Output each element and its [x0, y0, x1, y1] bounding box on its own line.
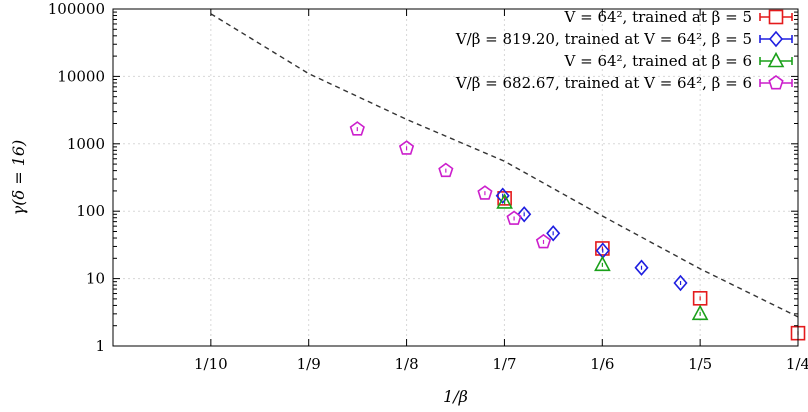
y-tick-label: 1 — [95, 337, 105, 355]
data-point-series-4 — [477, 185, 493, 200]
legend-label: V = 64², trained at β = 5 — [564, 8, 752, 26]
legend-marker — [768, 9, 784, 25]
data-point-series-4 — [506, 210, 522, 225]
y-tick-label: 10000 — [57, 67, 105, 85]
x-tick-label: 1/7 — [492, 355, 516, 373]
data-point-series-4 — [349, 121, 365, 136]
x-axis-label: 1/β — [443, 387, 468, 406]
legend: V = 64², trained at β = 5 V/β = 819.20, t… — [455, 8, 793, 92]
data-markers — [349, 121, 806, 341]
data-point-series-4 — [398, 140, 415, 155]
legend-label: V/β = 819.20, trained at V = 64², β = 5 — [455, 30, 752, 48]
data-point-series-2 — [546, 225, 561, 242]
axis-ticks: 1/10 1/9 1/8 1/7 1/6 1/5 1/4 1 10 100 1000 10000 100… — [48, 0, 808, 373]
legend-marker — [768, 30, 784, 48]
legend-marker — [768, 75, 784, 90]
y-axis-label: γ(δ = 16) — [9, 140, 28, 216]
x-tick-label: 1/10 — [194, 355, 228, 373]
plot-frame — [112, 8, 799, 347]
data-point-series-3 — [496, 193, 513, 209]
x-tick-label: 1/6 — [590, 355, 614, 373]
reference-curve — [210, 13, 799, 318]
data-point-series-4 — [438, 162, 454, 178]
data-point-series-3 — [691, 304, 709, 321]
x-tick-label: 1/8 — [394, 355, 418, 373]
legend-label: V = 64², trained at β = 6 — [564, 52, 752, 70]
data-point-series-2 — [517, 206, 532, 223]
x-tick-label: 1/9 — [297, 355, 321, 373]
legend-marker — [767, 51, 785, 68]
y-tick-label: 100 — [76, 202, 105, 220]
y-tick-label: 10 — [86, 270, 105, 288]
data-point-series-2 — [634, 259, 649, 276]
data-point-series-2 — [495, 187, 510, 204]
data-point-series-2 — [673, 274, 688, 292]
data-point-series-4 — [535, 233, 552, 249]
x-tick-label: 1/5 — [688, 355, 712, 373]
x-tick-label: 1/4 — [786, 355, 808, 373]
data-point-series-3 — [594, 255, 611, 272]
y-tick-label: 100000 — [48, 0, 105, 18]
data-point-series-1 — [595, 241, 610, 256]
y-tick-label: 1000 — [67, 135, 105, 153]
legend-label: V/β = 682.67, trained at V = 64², β = 6 — [455, 74, 752, 92]
